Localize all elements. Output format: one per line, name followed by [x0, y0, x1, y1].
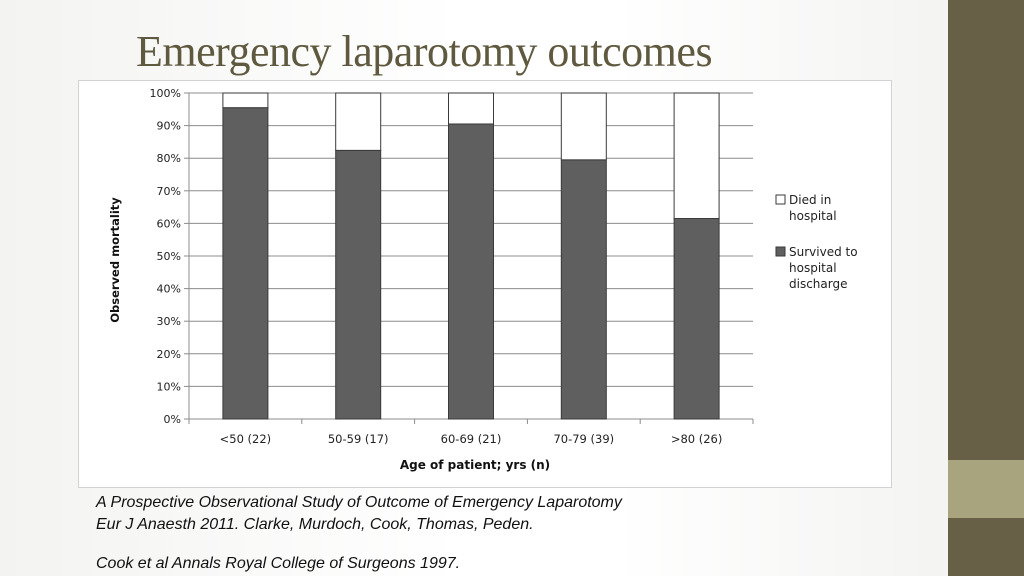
bar-survived: [560, 159, 607, 420]
y-tick-label: 50%: [157, 250, 181, 263]
bar-died: [673, 92, 720, 220]
y-tick-label: 40%: [157, 283, 181, 296]
side-accent: [948, 460, 1024, 518]
legend-survived-label: discharge: [789, 277, 847, 291]
caption-citation: Eur J Anaesth 2011. Clarke, Murdoch, Coo…: [96, 516, 534, 533]
x-tick-label: <50 (22): [220, 432, 272, 446]
legend-survived-label: hospital: [789, 261, 837, 275]
y-tick-label: 20%: [157, 348, 181, 361]
y-tick-label: 70%: [157, 185, 181, 198]
y-tick-label: 100%: [150, 87, 181, 100]
legend-survived-label: Survived to: [789, 245, 858, 259]
bar-survived: [673, 218, 720, 420]
x-axis-title: Age of patient; yrs (n): [400, 458, 550, 472]
bar-died: [222, 92, 269, 109]
caption-study-title: A Prospective Observational Study of Out…: [96, 494, 622, 511]
y-tick-label: 90%: [157, 120, 181, 133]
stacked-bar-chart: 0% 10% 20% 30% 40% 50% 60% 70% 80% 90% 100% <50 (22…: [108, 87, 858, 472]
bar-survived: [335, 149, 382, 420]
legend-died-label: Died in: [789, 193, 831, 207]
x-tick-label: >80 (26): [671, 432, 723, 446]
y-tick-label: 30%: [157, 315, 181, 328]
y-tick-label: 10%: [157, 380, 181, 393]
y-axis-title: Observed mortality: [108, 197, 122, 323]
bar-died: [448, 92, 494, 125]
y-tick-label: 60%: [157, 217, 181, 230]
bar-survived: [448, 123, 494, 420]
legend-died-swatch: [775, 194, 786, 205]
x-tick-label: 60-69 (21): [441, 432, 502, 446]
legend-survived-swatch: [775, 246, 786, 257]
chart-frame: 0% 10% 20% 30% 40% 50% 60% 70% 80% 90% 100% <50 (22…: [78, 80, 892, 488]
bar-died: [560, 92, 607, 161]
bar-died: [335, 92, 382, 151]
y-tick-label: 0%: [164, 413, 181, 426]
x-tick-label: 50-59 (17): [328, 432, 389, 446]
x-tick-label: 70-79 (39): [553, 432, 614, 446]
slide-title: Emergency laparotomy outcomes: [136, 27, 713, 76]
bar-survived: [222, 107, 269, 420]
legend-died-label: hospital: [789, 209, 837, 223]
y-tick-label: 80%: [157, 152, 181, 165]
caption-secondary-reference: Cook et al Annals Royal College of Surge…: [96, 555, 461, 572]
